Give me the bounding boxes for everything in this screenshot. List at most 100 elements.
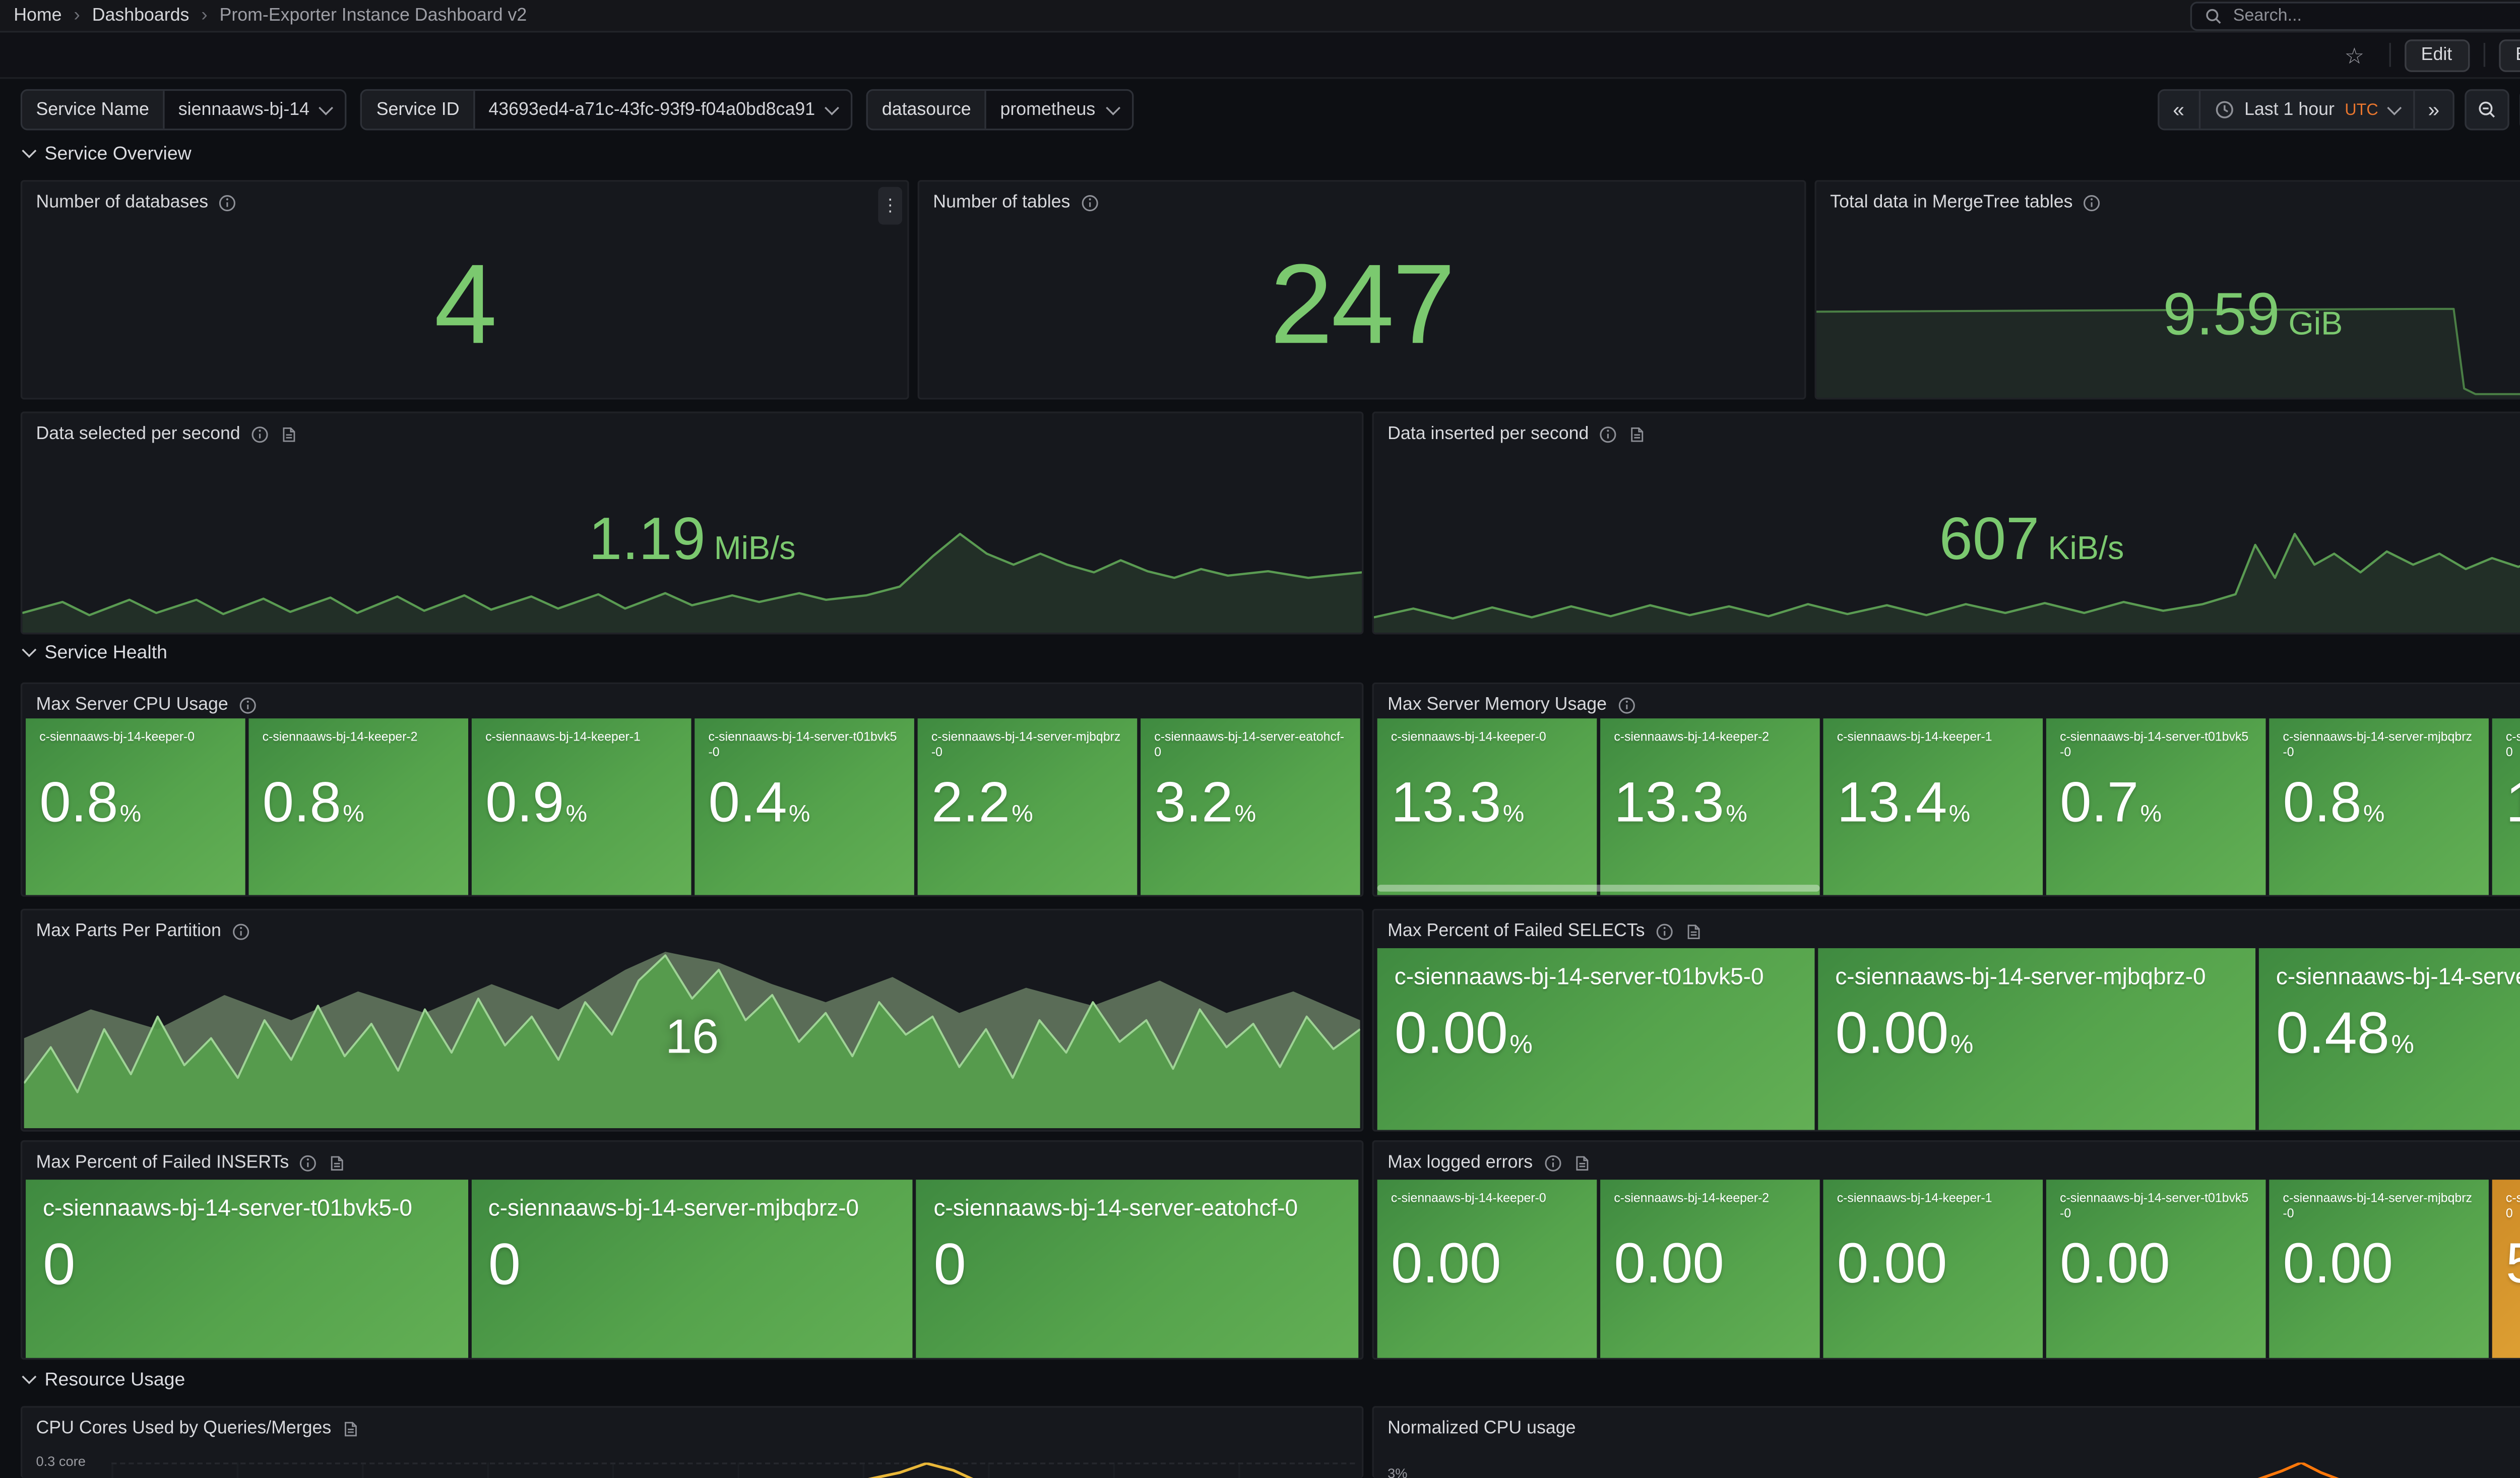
cell-value: 0.00	[1614, 1231, 1724, 1295]
time-controls: « Last 1 hour UTC »	[2157, 89, 2520, 131]
breadcrumb-separator: ›	[201, 5, 208, 26]
panel-max-parts: Max Parts Per Partition 16	[20, 908, 1364, 1132]
chevron-down-icon	[825, 100, 840, 115]
chevron-down-icon	[319, 100, 334, 115]
section-service-health[interactable]: Service Health	[22, 642, 167, 663]
time-shift-back-button[interactable]: «	[2159, 91, 2198, 129]
breadcrumb: Home › Dashboards › Prom-Exporter Instan…	[14, 5, 527, 26]
info-icon[interactable]	[2083, 193, 2102, 212]
cell-value: 2.2%	[931, 770, 1033, 834]
cell-value: 13.3%	[1614, 770, 1747, 834]
panel-failed-inserts: Max Percent of Failed INSERTs c-siennaaw…	[20, 1140, 1364, 1360]
panel-description-icon[interactable]	[342, 1419, 360, 1438]
info-icon[interactable]	[250, 424, 269, 443]
datasource-label: datasource	[868, 91, 987, 129]
info-icon[interactable]	[299, 1153, 318, 1172]
service-id-select[interactable]: 43693ed4-a71c-43fc-93f9-f04a0bd8ca91	[475, 91, 851, 129]
cell-name: c-siennaaws-bj-14-keeper-1	[1837, 1190, 1992, 1206]
panel-description-icon[interactable]	[329, 1153, 347, 1172]
panel-title: Number of tables	[933, 192, 1070, 213]
panel-title: Max Server Memory Usage	[1388, 694, 1607, 715]
stat-cell: c-siennaaws-bj-14-server-mjbqbrz-0 0.8%	[2269, 718, 2489, 895]
chevron-down-icon	[2386, 100, 2401, 115]
info-icon[interactable]	[1617, 695, 1635, 714]
cell-name: c-siennaaws-bj-14-server-mjbqbrz-0	[1835, 963, 2206, 990]
cell-name: c-siennaaws-bj-14-keeper-1	[485, 728, 641, 745]
cell-value: 3.2%	[1154, 770, 1256, 834]
collapse-chevron-icon	[22, 1369, 37, 1384]
info-icon[interactable]	[1655, 921, 1674, 940]
panel-title: Max Percent of Failed SELECTs	[1388, 920, 1645, 942]
info-icon[interactable]	[219, 193, 237, 212]
info-icon[interactable]	[231, 921, 250, 940]
section-service-overview[interactable]: Service Overview	[22, 143, 192, 165]
service-name-select[interactable]: siennaaws-bj-14	[164, 91, 346, 129]
cell-value: 0.00	[1391, 1231, 1501, 1295]
export-button[interactable]: Export	[2498, 38, 2520, 72]
panel-title: Data selected per second	[36, 423, 240, 444]
cell-name: c-siennaaws-bj-14-server-eatohcf-0	[2505, 1190, 2520, 1222]
edit-button[interactable]: Edit	[2404, 38, 2470, 72]
stat-cell: c-siennaaws-bj-14-server-t01bvk5-0 0.00	[2046, 1180, 2266, 1358]
info-icon[interactable]	[1599, 424, 1618, 443]
cell-value: 0.8%	[262, 770, 364, 834]
stat-value: 607 KiB/s	[1939, 506, 2124, 573]
y-axis-tick-label: 3%	[1388, 1466, 1408, 1478]
cell-name: c-siennaaws-bj-14-server-t01bvk5-0	[2060, 1190, 2249, 1222]
time-range-picker[interactable]: Last 1 hour UTC	[2198, 91, 2413, 129]
cell-name: c-siennaaws-bj-14-keeper-0	[1391, 1190, 1546, 1206]
cell-value: 0.7%	[2060, 770, 2162, 834]
panel-description-icon[interactable]	[1684, 921, 1703, 940]
breadcrumb-separator: ›	[74, 5, 80, 26]
panel-title: Max Percent of Failed INSERTs	[36, 1152, 289, 1173]
stat-cell: c-siennaaws-bj-14-server-eatohcf-0 1.4%	[2492, 718, 2520, 895]
info-icon[interactable]	[1543, 1153, 1562, 1172]
cell-name: c-siennaaws-bj-14-keeper-2	[1614, 1190, 1770, 1206]
stat-value: 1.19 MiB/s	[588, 506, 796, 573]
panel-title: Max Server CPU Usage	[36, 694, 228, 715]
data-inserted-sparkline	[1373, 523, 2520, 633]
cell-value: 0.8%	[39, 770, 142, 834]
time-shift-forward-button[interactable]: »	[2412, 91, 2453, 129]
time-range-label: Last 1 hour	[2244, 99, 2335, 120]
service-id-label: Service ID	[362, 91, 475, 129]
stat-cell: c-siennaaws-bj-14-server-t01bvk5-0 0.7%	[2046, 718, 2266, 895]
panel-title: CPU Cores Used by Queries/Merges	[36, 1418, 332, 1439]
export-label: Export	[2515, 44, 2520, 65]
section-resource-usage[interactable]: Resource Usage	[22, 1369, 185, 1391]
section-title: Resource Usage	[44, 1370, 185, 1391]
info-icon[interactable]	[238, 695, 257, 714]
breadcrumb-home[interactable]: Home	[14, 5, 62, 26]
collapse-chevron-icon	[22, 143, 37, 158]
cell-name: c-siennaaws-bj-14-server-mjbqbrz-0	[488, 1195, 859, 1221]
cell-name: c-siennaaws-bj-14-server-t01bvk5-0	[43, 1195, 412, 1221]
timezone-label: UTC	[2345, 100, 2378, 119]
panel-max-memory: Max Server Memory Usage c-siennaaws-bj-1…	[1372, 682, 2520, 897]
panel-title: Total data in MergeTree tables	[1830, 192, 2073, 213]
info-icon[interactable]	[1081, 193, 1099, 212]
stat-cell-warning: c-siennaaws-bj-14-server-eatohcf-0 5.00	[2492, 1180, 2520, 1358]
panel-description-icon[interactable]	[280, 424, 298, 443]
panel-title: Number of databases	[36, 192, 209, 213]
cell-value: 0.4%	[708, 770, 810, 834]
panel-title: Normalized CPU usage	[1388, 1418, 1576, 1439]
cell-value: 13.4%	[1837, 770, 1971, 834]
panel-menu-kebab-icon[interactable]: ⋮	[878, 187, 903, 225]
panel-description-icon[interactable]	[1628, 424, 1647, 443]
cell-name: c-siennaaws-bj-14-keeper-0	[1391, 728, 1546, 745]
panel-description-icon[interactable]	[1572, 1153, 1591, 1172]
cell-value: 0.00%	[1835, 1001, 1974, 1067]
favorite-star-button[interactable]: ☆	[2334, 42, 2375, 68]
stat-cell: c-siennaaws-bj-14-server-t01bvk5-0 0.4%	[695, 718, 914, 895]
chevron-down-icon	[1105, 100, 1120, 115]
panel-title: Max logged errors	[1388, 1152, 1533, 1173]
panel-cpu-cores: CPU Cores Used by Queries/Merges 0.3 cor…	[20, 1406, 1364, 1478]
cell-name: c-siennaaws-bj-14-server-t01bvk5-0	[2060, 728, 2249, 761]
cell-value: 5.00	[2506, 1231, 2520, 1296]
horizontal-scrollbar[interactable]	[1377, 885, 1820, 892]
breadcrumb-dashboards[interactable]: Dashboards	[92, 5, 190, 26]
search-input[interactable]: Search... ⌘+k	[2190, 1, 2520, 30]
service-id-variable: Service ID 43693ed4-a71c-43fc-93f9-f04a0…	[361, 89, 853, 131]
zoom-out-button[interactable]	[2465, 89, 2510, 131]
datasource-select[interactable]: prometheus	[986, 91, 1131, 129]
